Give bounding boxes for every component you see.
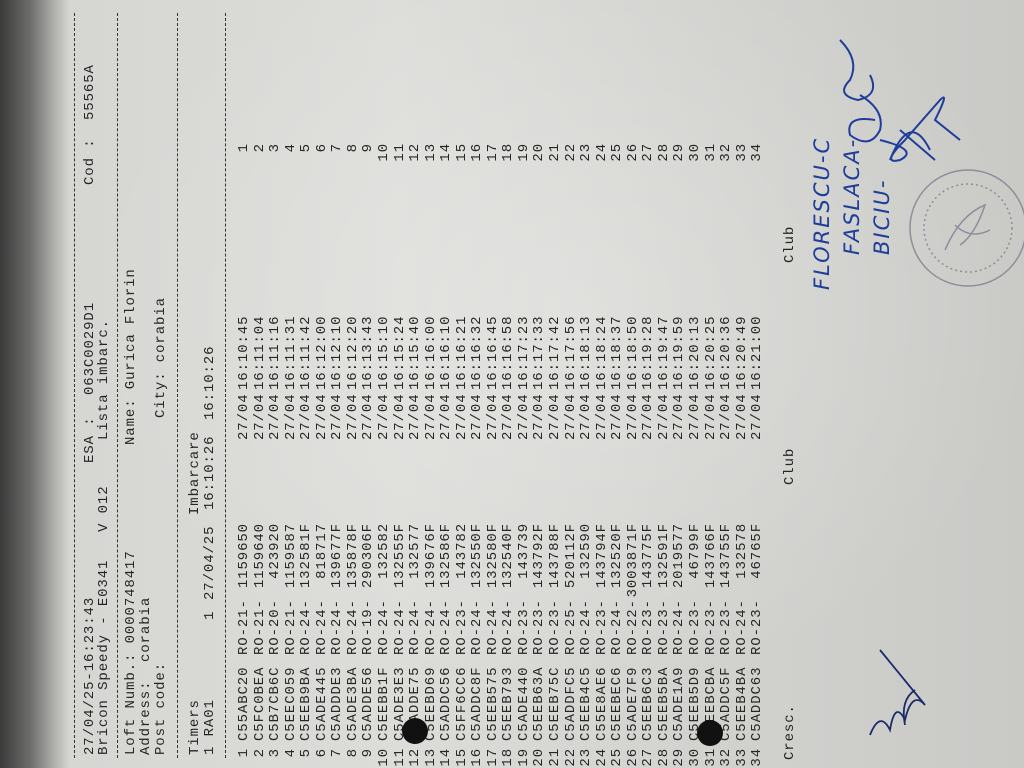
- signature-scribble: [839, 39, 961, 162]
- club-stamp: [909, 169, 1024, 287]
- punch-hole: [697, 720, 723, 746]
- punch-hole: [402, 718, 428, 744]
- signature-scribble: [869, 649, 926, 736]
